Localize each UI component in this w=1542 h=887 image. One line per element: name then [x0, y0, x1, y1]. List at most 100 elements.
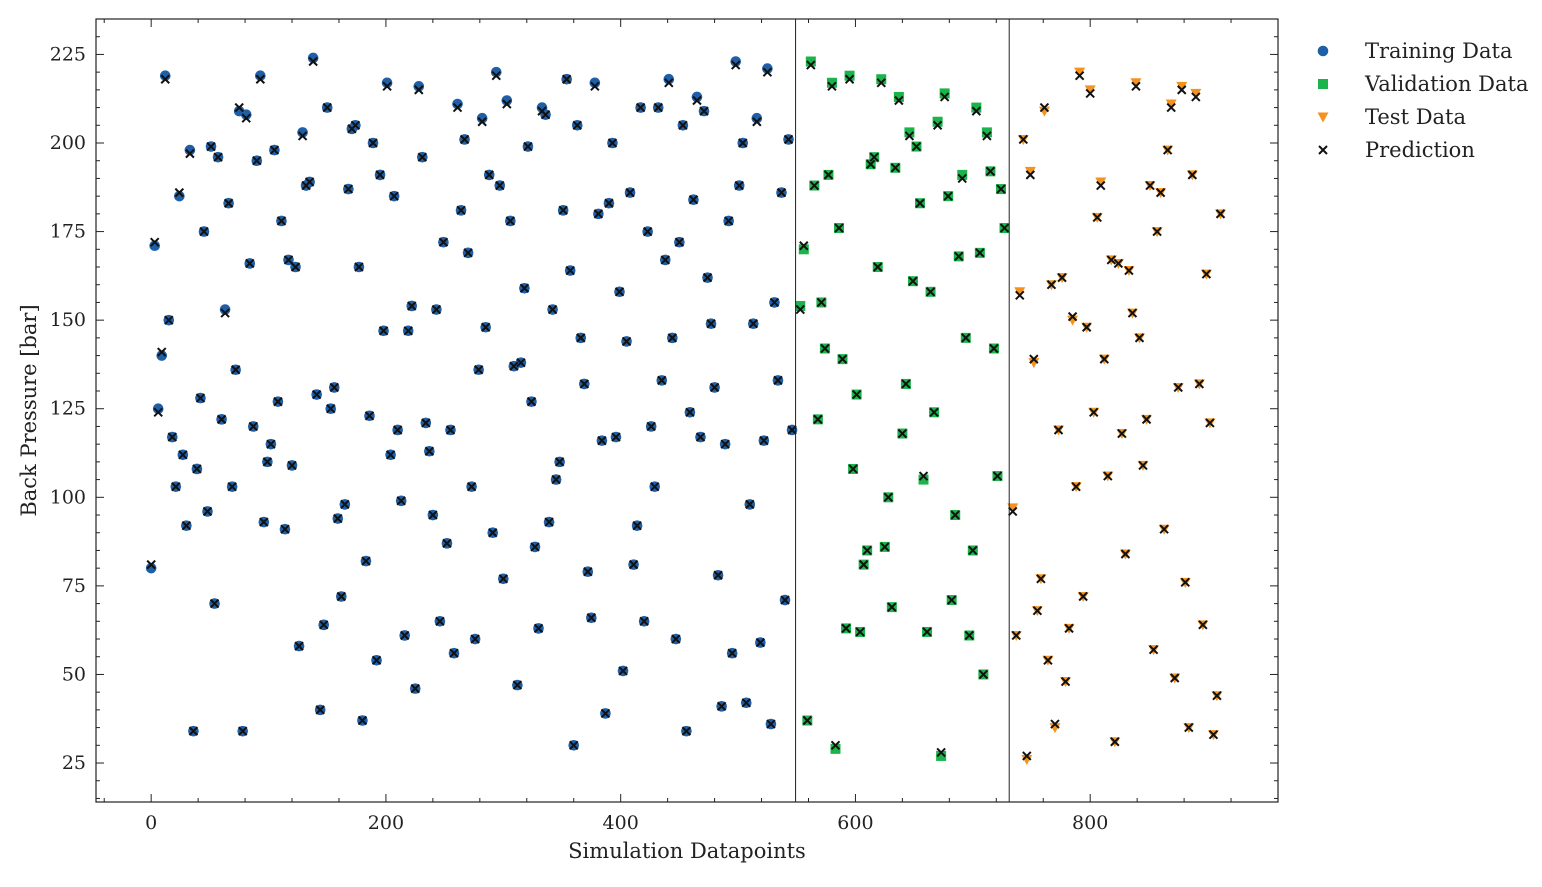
prediction-point	[399, 630, 410, 641]
prediction-point	[269, 145, 280, 155]
validation-point	[936, 750, 947, 761]
prediction-point	[964, 630, 975, 641]
prediction-point	[848, 464, 858, 474]
prediction-point	[209, 598, 220, 609]
prediction-point	[837, 354, 848, 364]
prediction-point	[1099, 354, 1109, 364]
x-tick-label: 400	[603, 812, 639, 834]
prediction-point	[922, 627, 932, 637]
prediction-point	[470, 634, 480, 644]
prediction-point	[1071, 481, 1081, 492]
prediction-point	[526, 396, 537, 407]
prediction-point	[918, 471, 929, 481]
prediction-point	[1191, 92, 1201, 102]
prediction-point	[315, 705, 325, 715]
prediction-point	[160, 74, 170, 84]
training-point	[452, 98, 463, 110]
prediction-point	[259, 517, 269, 527]
validation-point	[904, 127, 915, 138]
prediction-point	[1011, 630, 1021, 641]
prediction-point	[611, 432, 621, 442]
prediction-point	[975, 248, 985, 258]
prediction-point	[1015, 290, 1025, 301]
prediction-point	[445, 425, 456, 435]
prediction-point	[459, 134, 470, 145]
prediction-point	[1159, 524, 1169, 534]
legend-label-test-data: Test Data	[1365, 105, 1466, 129]
prediction-point	[276, 216, 287, 226]
prediction-point	[495, 180, 505, 191]
x-tick-label: 600	[837, 812, 873, 834]
prediction-point	[421, 418, 431, 428]
prediction-point	[569, 740, 579, 751]
prediction-point	[776, 187, 787, 198]
prediction-point	[202, 506, 213, 517]
legend-entry-prediction: Prediction	[1318, 138, 1475, 162]
prediction-point	[452, 102, 463, 113]
prediction-point	[908, 276, 918, 286]
test-point	[1095, 177, 1107, 188]
prediction-point	[731, 60, 741, 70]
prediction-point	[554, 457, 565, 467]
prediction-point	[512, 680, 523, 690]
training-point	[413, 81, 425, 92]
prediction-point	[1089, 407, 1099, 417]
prediction-point	[635, 102, 646, 113]
prediction-point	[350, 120, 361, 130]
prediction-point	[238, 726, 248, 736]
prediction-point	[1025, 170, 1036, 180]
prediction-point	[572, 120, 582, 130]
prediction-point	[795, 304, 805, 315]
prediction-point	[706, 318, 716, 329]
prediction-point	[688, 194, 699, 205]
prediction-point	[1103, 471, 1113, 481]
validation-point	[939, 88, 950, 99]
prediction-point	[968, 545, 978, 556]
test-point	[1024, 166, 1036, 177]
prediction-point	[1120, 549, 1131, 559]
prediction-point	[1064, 623, 1074, 634]
prediction-point	[827, 81, 837, 92]
prediction-point	[978, 669, 989, 680]
prediction-point	[597, 435, 607, 446]
prediction-point	[799, 241, 809, 251]
prediction-point	[220, 308, 230, 318]
y-tick-label: 75	[62, 575, 86, 597]
prediction-point	[614, 287, 625, 297]
series-test-data	[1007, 67, 1226, 765]
prediction-point	[806, 60, 816, 70]
validation-point	[918, 474, 929, 485]
prediction-point	[407, 301, 417, 311]
prediction-point	[343, 184, 354, 194]
prediction-point	[996, 184, 1006, 194]
prediction-point	[533, 623, 544, 634]
prediction-point	[1205, 418, 1215, 428]
prediction-point	[618, 666, 628, 676]
prediction-point	[1208, 729, 1219, 740]
prediction-point	[540, 109, 551, 120]
prediction-point	[809, 180, 820, 191]
prediction-point	[213, 152, 223, 162]
prediction-point	[375, 170, 385, 180]
prediction-point	[1141, 414, 1152, 425]
data-marks	[145, 52, 1226, 765]
y-tick-label: 100	[50, 486, 86, 508]
prediction-point	[628, 559, 639, 570]
prediction-point	[283, 255, 294, 265]
prediction-point	[558, 205, 568, 216]
prediction-point	[357, 715, 368, 726]
prediction-point	[1127, 308, 1138, 318]
prediction-point	[354, 262, 364, 272]
prediction-point	[223, 198, 234, 208]
validation-point	[830, 743, 841, 754]
prediction-point	[389, 191, 399, 201]
training-point	[174, 190, 185, 202]
prediction-point	[621, 336, 632, 347]
prediction-point	[149, 237, 160, 247]
prediction-point	[890, 163, 901, 173]
prediction-point	[855, 627, 865, 637]
prediction-point	[1029, 354, 1039, 364]
prediction-point	[241, 113, 251, 123]
prediction-point	[1173, 382, 1183, 393]
prediction-point	[392, 425, 403, 435]
